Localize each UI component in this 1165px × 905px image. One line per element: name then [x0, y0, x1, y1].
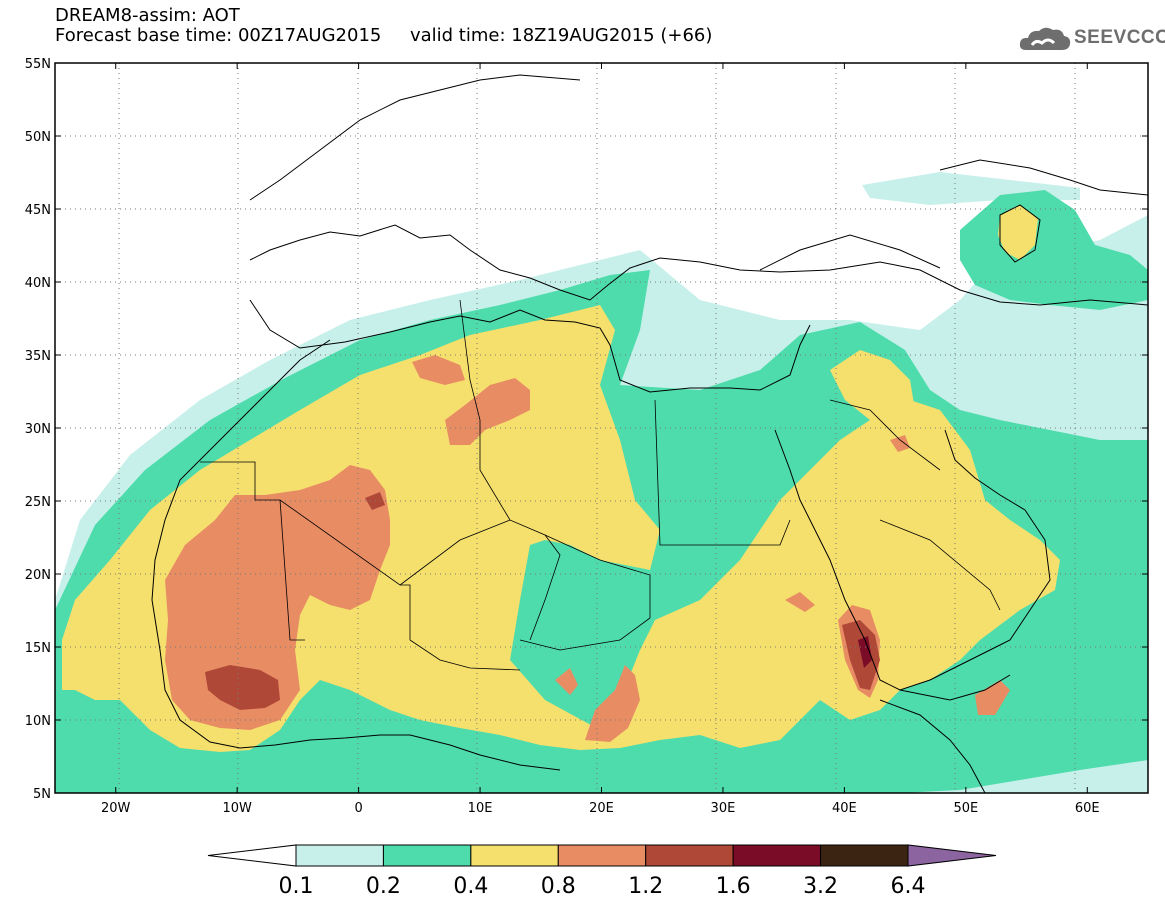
colorbar-swatch: [382, 844, 472, 867]
colorbar-over-arrow: [907, 844, 997, 867]
aot-field: [55, 63, 1148, 793]
aot-level-1.6: [858, 636, 872, 668]
lat-tick-label: 20N: [25, 568, 51, 583]
country-borders: [200, 299, 1001, 671]
lat-tick-label: 50N: [25, 130, 51, 145]
lon-tick-label: 0: [354, 801, 362, 816]
lon-tick-label: 30E: [711, 801, 736, 816]
seevccc-logo: SEEVCCC: [1018, 24, 1165, 54]
lat-tick-label: 5N: [33, 787, 51, 802]
lat-tick-label: 40N: [25, 276, 51, 291]
lon-tick-label: 40E: [832, 801, 857, 816]
lon-tick-label: 50E: [953, 801, 978, 816]
colorbar-under-arrow: [207, 844, 297, 867]
lat-tick-label: 15N: [25, 641, 51, 656]
colorbar-label: 0.8: [541, 874, 576, 899]
cloud-icon: [1019, 27, 1071, 50]
colorbar-swatch: [295, 844, 384, 867]
colorbar-swatch: [732, 844, 822, 867]
lon-tick-label: 20E: [589, 801, 614, 816]
colorbar-swatch: [820, 844, 909, 867]
lat-tick-label: 45N: [25, 203, 51, 218]
graticule: [55, 63, 1148, 793]
colorbar-swatch: [557, 844, 647, 867]
lat-tick-label: 10N: [25, 714, 51, 729]
tick-marks: [55, 62, 1148, 794]
colorbar-label: 1.2: [628, 874, 663, 899]
lat-tick-label: 30N: [25, 422, 51, 437]
colorbar-label: 1.6: [716, 874, 751, 899]
colorbar-label: 0.2: [366, 874, 401, 899]
logo-text: SEEVCCC: [1074, 27, 1165, 48]
aot-level-0.4: [62, 205, 1060, 752]
forecast-time-line: Forecast base time: 00Z17AUG2015 valid t…: [55, 25, 713, 46]
colorbar-swatch: [470, 844, 559, 867]
lon-tick-label: 20W: [101, 801, 131, 816]
colorbar-label: 0.1: [279, 874, 314, 899]
longitude-labels: 20W 10W 0 10E 20E 30E 40E 50E 60E: [101, 801, 1100, 816]
aot-level-0.8: [165, 355, 1010, 742]
coastlines: [151, 74, 1148, 793]
colorbar-swatch: [645, 844, 734, 867]
lat-tick-label: 35N: [25, 349, 51, 364]
latitude-labels: 5N 10N 15N 20N 25N 30N 35N 40N 45N 50N 55N: [25, 57, 51, 802]
title-block: DREAM8-assim: AOT Forecast base time: 00…: [55, 6, 712, 46]
aot-level-1.2: [205, 492, 880, 710]
lon-tick-label: 10E: [468, 801, 493, 816]
lon-tick-label: 60E: [1075, 801, 1100, 816]
colorbar-label: 3.2: [803, 874, 838, 899]
colorbar-label: 0.4: [453, 874, 488, 899]
lat-tick-label: 55N: [25, 57, 51, 72]
colorbar-label: 6.4: [891, 874, 926, 899]
map-title: DREAM8-assim: AOT: [55, 5, 240, 26]
lat-tick-label: 25N: [25, 495, 51, 510]
colorbar: 0.1 0.2 0.4 0.8 1.2 1.6 3.2 6.4: [207, 844, 997, 899]
lon-tick-label: 10W: [222, 801, 252, 816]
